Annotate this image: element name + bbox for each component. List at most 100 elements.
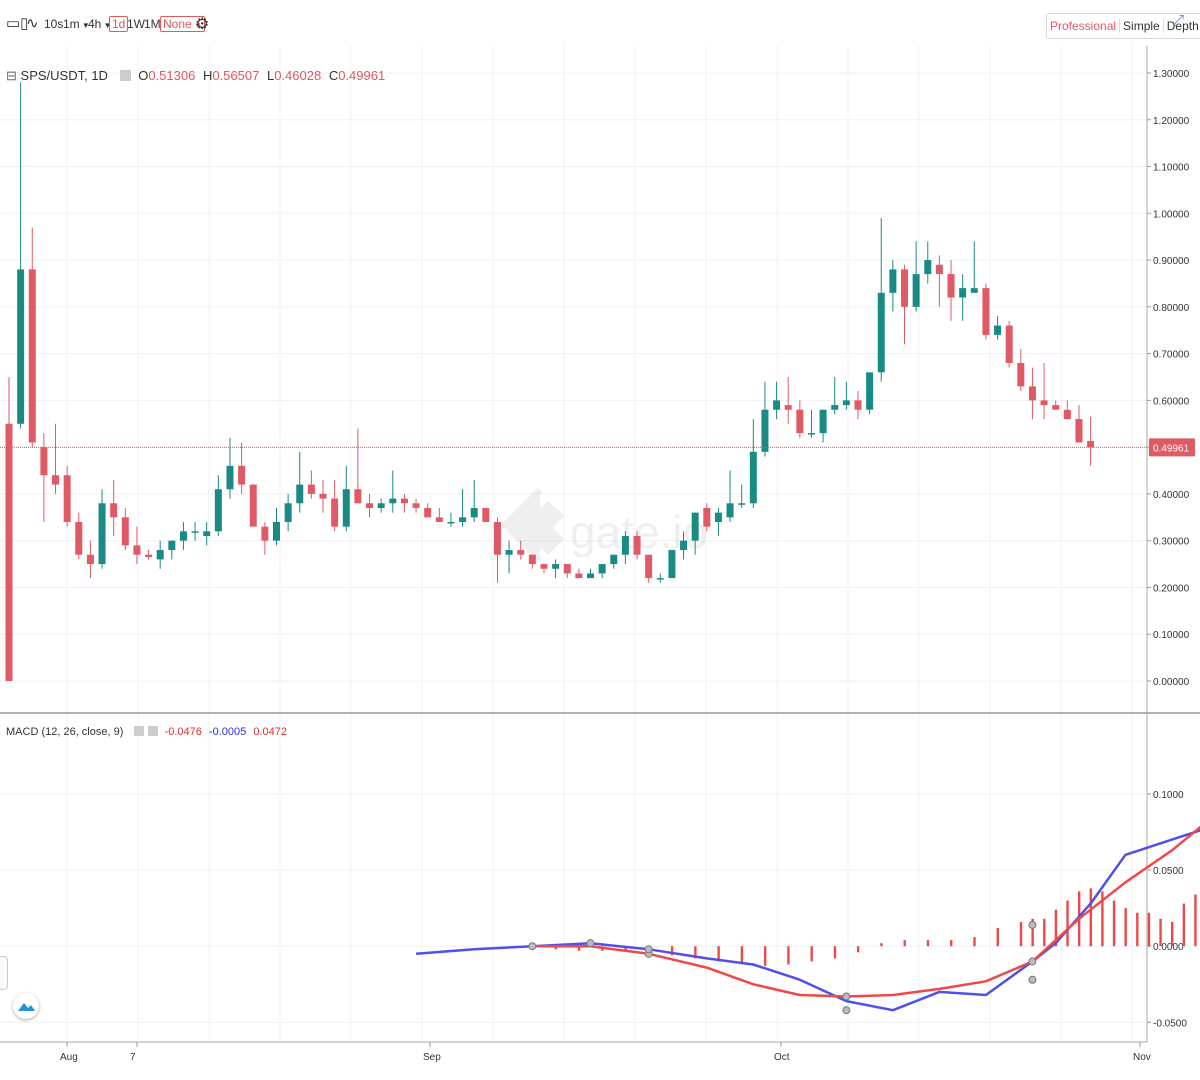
candle-body [319,493,327,499]
candle-body [435,517,443,522]
candle-body [179,531,187,541]
candle-body [773,400,781,410]
histogram-bar [577,946,581,951]
candle-body [749,451,757,504]
candle-body [238,465,246,485]
price-tick-label: 0.20000 [1153,583,1190,594]
chart-style-select[interactable]: None ▼ [160,16,205,32]
candle-body [807,433,815,435]
candle-body [610,554,618,565]
candle-type-icon[interactable]: ▭▯ [6,15,29,32]
candle-body [842,400,850,406]
last-price-label: 0.49961 [1153,443,1190,454]
histogram-bar [624,946,627,951]
histogram-bar [1054,909,1058,947]
candle-body [121,517,129,546]
candle-body [703,507,711,527]
view-simple[interactable]: Simple [1120,19,1164,33]
candle-body [412,503,420,508]
crossing-marker [1028,920,1037,929]
close-value: 0.49961 [338,68,386,83]
fullscreen-icon[interactable]: ⤢ [1172,12,1185,29]
candle-body [40,447,48,476]
candle-body [668,550,676,579]
indicators-icon[interactable]: ∿ [26,15,39,32]
chevron-down-icon: ▼ [79,21,90,30]
candle-body [970,288,978,293]
histogram-bar [763,946,767,967]
candle-body [482,507,490,522]
histogram-bar [950,940,953,947]
candle-body [424,507,432,518]
settings-gear-icon[interactable]: ⚙ [195,16,210,33]
candle-body [854,400,862,410]
candle-body [168,540,176,551]
interval-4h[interactable]: 4h ▼ [88,17,112,31]
candle-body [400,498,408,504]
histogram-bar [1112,900,1116,947]
view-depth[interactable]: Depth [1166,19,1199,33]
candle-body [331,498,339,527]
histogram-bar [740,946,744,965]
histogram-bar [880,943,883,947]
macd-histogram-value: -0.0476 [164,726,202,738]
settings-icon[interactable] [134,726,145,736]
interval-1m[interactable]: 1m ▼ [63,17,90,31]
candle-body [505,550,513,555]
collapse-icon[interactable]: ⊟ [6,68,17,83]
candle-body [1052,405,1060,410]
time-tick-label: Aug [60,1052,78,1063]
crossing-marker [644,945,653,954]
histogram-bar [787,946,790,965]
candle-body [5,423,13,681]
interval-1w[interactable]: 1W [127,17,145,31]
candle-body [86,554,94,565]
candle-body [901,269,909,307]
candle-body [877,292,885,373]
candle-body [540,564,548,569]
histogram-bar [833,946,837,959]
histogram-bar [694,946,697,959]
histogram-bar [996,927,999,947]
candle-body [994,325,1002,335]
candle-body [272,521,280,541]
price-tick-label: 0.00000 [1153,677,1190,688]
candle-body [307,484,315,494]
price-tick-label: 0.70000 [1153,350,1190,361]
chevron-down-icon: ▼ [101,21,112,30]
price-tick-label: 0.60000 [1153,396,1190,407]
price-tick-label: 1.10000 [1153,163,1190,174]
legend-symbol: SPS/USDT, 1D [20,68,108,83]
candle-body [133,545,141,555]
candle-body [366,503,374,508]
price-axis: 1.30000 1.20000 1.10000 1.00000 0.90000 0.800… [1147,69,1195,688]
candle-body [459,517,467,522]
price-tick-label: 1.30000 [1153,69,1190,80]
price-tick-label: 0.80000 [1153,303,1190,314]
macd-axis: 0.1000 0.0500 0.0000 -0.0500 [1147,790,1187,1029]
chevron-down-icon: ▼ [191,21,202,30]
candle-body [493,521,501,555]
candle-body [656,578,664,580]
candle-body [377,503,385,508]
price-tick-label: 1.00000 [1153,209,1190,220]
interval-10s[interactable]: 10s [44,17,64,31]
histogram-bar [1066,900,1069,947]
candle-body [633,536,641,555]
interval-1M[interactable]: 1M [144,17,161,31]
macd-tick-label: 0.0000 [1153,942,1184,953]
price-tick-label: 1.20000 [1153,116,1190,127]
candle-body [75,521,83,555]
view-professional[interactable]: Professional [1047,19,1121,33]
panel-handle[interactable] [0,956,8,990]
eye-icon[interactable] [119,70,131,81]
candle-body [552,564,560,569]
crossing-marker [528,942,537,951]
candle-body [28,269,36,443]
interval-1d[interactable]: 1d [109,16,129,32]
candles [5,82,1095,681]
close-icon[interactable] [147,726,158,736]
candle-body [110,503,118,518]
candle-body [98,503,106,565]
drawing-tools-button[interactable] [13,993,39,1019]
